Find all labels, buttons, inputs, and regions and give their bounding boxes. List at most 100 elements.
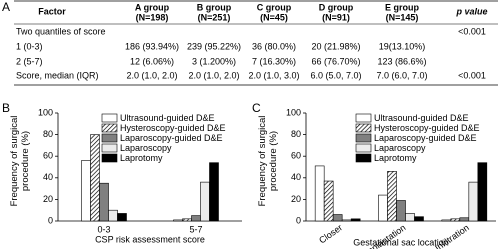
table-cell: 7 (16.30%) [252,56,296,66]
table-cell: 239 (95.22%) [187,41,241,51]
legend-label: Laparoscopy [374,143,426,153]
y-tick-label: 60 [43,151,53,161]
y-tick-label: 40 [43,172,53,182]
legend-label: Hysteroscopy-guided D&E [374,123,480,133]
bar [191,215,201,222]
column-n: (N=145) [386,12,419,22]
table-cell: 12 (6.06%) [130,56,174,66]
bar [405,213,415,222]
x-axis-title: Gestational sac location [353,237,449,247]
column-header: B group [197,2,232,12]
x-axis-title: CSP risk assessment score [95,234,205,244]
bar [81,160,91,222]
legend-label: Ultrasound-guided D&E [374,113,469,123]
table-cell: 2.0 (1.0, 3.0) [248,70,299,80]
bar [182,218,192,222]
table-cell: 2.0 (1.0, 2.0) [188,70,239,80]
legend-swatch [355,143,372,153]
y-tick-label: 60 [291,151,301,161]
table-cell: 123 (86.6%) [377,56,426,66]
panel-label: B [2,101,10,115]
y-tick-label: 100 [38,107,53,117]
column-n: (N=198) [136,12,169,22]
table-cell: 20 (21.98%) [311,41,360,51]
bar [314,165,325,222]
legend-swatch [101,143,118,153]
legend-swatch [101,113,118,123]
bar [459,217,470,222]
legend-label: Laparoscopy-guided D&E [120,133,223,143]
bar [450,218,461,222]
legend-swatch [101,153,118,163]
column-n: (N=251) [198,12,231,22]
column-header: A group [135,2,170,12]
bar [350,218,361,222]
legend-label: Hysteroscopy-guided D&E [120,123,226,133]
p-value: <0.001 [458,70,486,80]
bar [468,181,479,222]
x-tick-label: 0-3 [97,224,110,234]
y-tick-label: 80 [291,129,301,139]
bar [200,181,210,222]
bar [414,216,424,222]
bar [90,134,100,222]
legend-label: Ultrasound-guided D&E [120,113,215,123]
bar [209,162,219,222]
bar [323,180,334,222]
y-axis-title: Frequency of surgical procedure (%) [257,115,279,207]
legend-label: Laparoscopy-guided D&E [374,133,477,143]
bar [387,171,397,222]
table-cell: 7.0 (6.0, 7.0) [376,70,427,80]
bar [341,219,352,222]
legend-swatch [101,133,118,143]
x-tick-label: 5-7 [189,224,202,234]
panel-label: C [252,101,261,115]
legend-swatch [355,123,372,133]
y-tick-label: 20 [291,194,301,204]
table-cell: 19(13.10%) [379,41,426,51]
column-header: p value [455,6,487,16]
p-value: <0.001 [458,26,486,36]
bar [332,214,343,222]
table-cell: 3 (1.200%) [192,56,236,66]
row-factor: Two quantiles of score [16,26,106,36]
table-cell: 66 (76.70%) [311,56,360,66]
legend-swatch [355,113,372,123]
y-tick-label: 80 [43,129,53,139]
legend-swatch [355,153,372,163]
column-header: E group [385,2,419,12]
y-tick-label: 0 [48,215,53,225]
legend-label: Laprotomy [374,153,417,163]
panel-label: A [2,0,10,14]
bar [441,219,452,222]
table-cell: 186 (93.94%) [125,41,179,51]
bar [477,162,488,222]
y-tick-label: 40 [291,172,301,182]
legend-label: Laparoscopy [120,143,172,153]
table-cell: 2.0 (1.0, 2.0) [126,70,177,80]
bar [117,213,127,222]
bar [173,219,183,222]
y-tick-label: 100 [286,107,301,117]
legend-swatch [355,133,372,143]
x-tick-label: Closer [317,222,344,245]
y-tick-label: 0 [296,215,301,225]
bar [378,194,388,222]
row-factor: 2 (5-7) [16,56,43,66]
column-header: C group [257,2,292,12]
row-factor: Score, median (IQR) [16,70,99,80]
bar [396,200,406,222]
column-n: (N=45) [260,12,288,22]
y-tick-label: 20 [43,194,53,204]
table-cell: 6.0 (5.0, 7.0) [310,70,361,80]
column-header: D group [319,2,354,12]
legend-swatch [101,123,118,133]
bar [108,209,118,222]
column-header: Factor [38,6,66,16]
row-factor: 1 (0-3) [16,41,43,51]
legend-label: Laprotomy [120,153,163,163]
column-n: (N=91) [322,12,350,22]
table-cell: 36 (80.0%) [252,41,296,51]
